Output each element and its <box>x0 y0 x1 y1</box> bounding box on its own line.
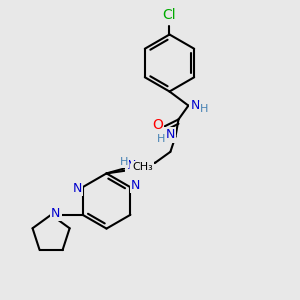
Text: N: N <box>190 99 200 112</box>
Text: CH₃: CH₃ <box>133 162 153 172</box>
Text: N: N <box>165 128 175 142</box>
Text: O: O <box>152 118 163 132</box>
Text: N: N <box>126 159 136 172</box>
Text: H: H <box>200 103 208 114</box>
Text: H: H <box>119 157 128 167</box>
Text: N: N <box>131 179 140 192</box>
Text: H: H <box>157 134 165 145</box>
Text: N: N <box>73 182 82 195</box>
Text: N: N <box>51 207 60 220</box>
Text: Cl: Cl <box>163 8 176 22</box>
